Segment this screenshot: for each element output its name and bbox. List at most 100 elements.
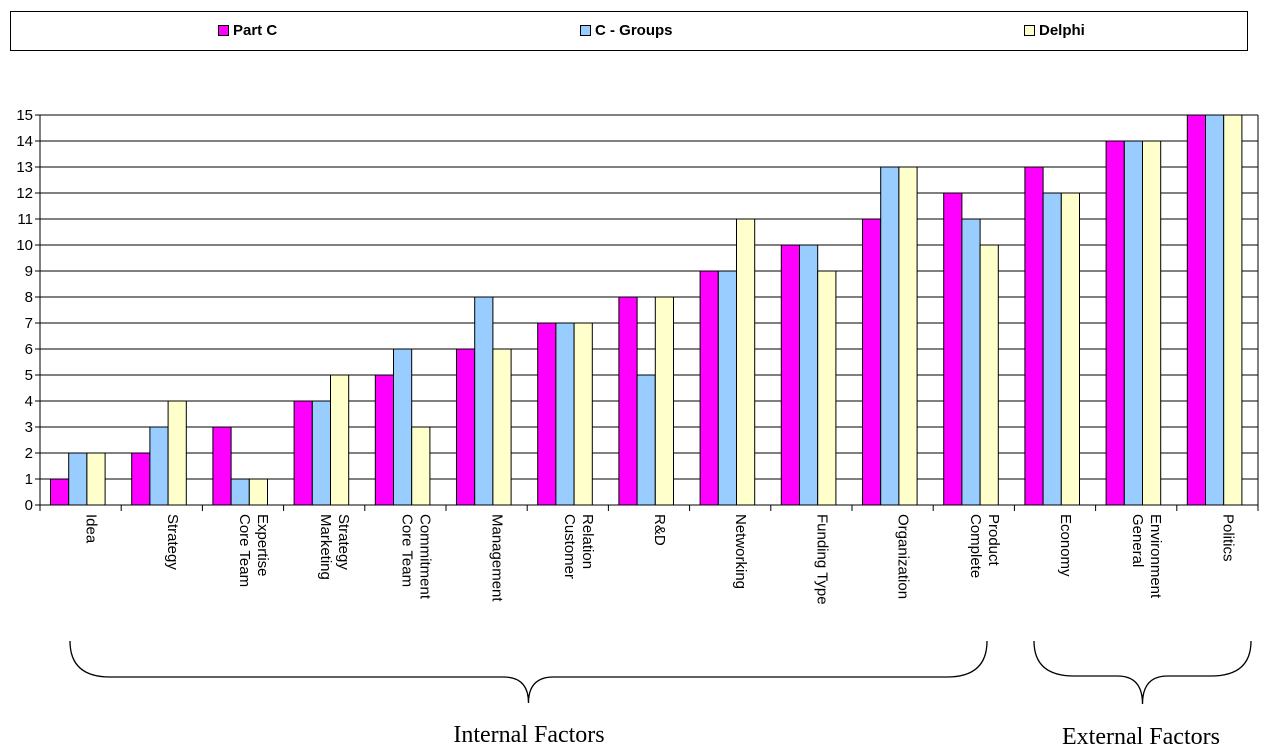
bar <box>817 270 837 506</box>
y-tick-label: 8 <box>25 289 33 306</box>
x-tick-label: Economy <box>1057 514 1074 577</box>
legend-label-c-groups: C - Groups <box>595 22 673 39</box>
bar <box>248 478 269 506</box>
bar <box>212 426 232 506</box>
bar <box>717 270 737 506</box>
x-tick-label: General <box>1129 514 1146 567</box>
legend-swatch-part-c <box>218 25 229 36</box>
y-tick-label: 9 <box>25 263 33 280</box>
x-tick-label: Core Team <box>398 514 415 587</box>
y-tick-label: 4 <box>25 393 33 410</box>
y-tick-label: 14 <box>16 133 33 150</box>
x-tick-label: Strategy <box>164 514 181 570</box>
bar <box>374 374 394 506</box>
group-label-external: External Factors <box>1062 724 1220 749</box>
bar <box>68 452 88 506</box>
x-tick-label: Funding Type <box>813 514 830 605</box>
bar <box>311 400 331 506</box>
bar <box>456 348 476 506</box>
x-axis-ticks: Idea Strategy Core Team Expertise Marketing S… <box>39 505 1259 605</box>
bar <box>979 244 999 506</box>
bar <box>943 192 963 506</box>
x-tick-label: Core Team <box>236 514 253 587</box>
bar <box>1205 114 1225 506</box>
y-tick-label: 7 <box>25 315 33 332</box>
group-brace <box>69 640 988 704</box>
bars <box>50 114 1243 506</box>
y-tick-label: 2 <box>25 445 33 462</box>
bar <box>799 244 819 506</box>
bar <box>474 296 494 506</box>
bar <box>699 270 719 506</box>
y-tick-label: 3 <box>25 419 33 436</box>
x-tick-label: Networking <box>732 514 749 589</box>
legend-label-delphi: Delphi <box>1039 22 1085 39</box>
bar <box>1042 192 1062 506</box>
bar <box>736 218 756 506</box>
y-tick-label: 15 <box>16 107 33 124</box>
axes <box>39 115 1259 506</box>
x-tick-label: Customer <box>561 514 578 579</box>
legend-swatch-c-groups <box>580 25 591 36</box>
y-tick-label: 0 <box>25 497 33 514</box>
bar <box>149 426 169 506</box>
bar <box>293 400 313 506</box>
legend-item-part-c: Part C <box>218 22 277 39</box>
x-tick-label: Strategy <box>335 514 352 570</box>
bar <box>131 452 151 506</box>
bar <box>393 348 413 506</box>
bar <box>1123 140 1144 506</box>
y-tick-label: 5 <box>25 367 33 384</box>
bar <box>230 478 250 506</box>
legend-item-c-groups: C - Groups <box>580 22 673 39</box>
x-tick-label: Expertise <box>254 514 271 577</box>
bar <box>1142 140 1162 506</box>
y-tick-label: 10 <box>16 237 33 254</box>
x-tick-label: R&D <box>651 514 668 546</box>
group-label-internal: Internal Factors <box>453 722 604 748</box>
legend-item-delphi: Delphi <box>1024 22 1085 39</box>
bar <box>411 426 431 506</box>
x-tick-label: Commitment <box>416 514 433 600</box>
bar <box>330 374 350 506</box>
y-tick-label: 12 <box>16 185 33 202</box>
bar <box>492 348 512 506</box>
y-tick-label: 1 <box>25 471 33 488</box>
bar <box>1024 166 1044 506</box>
bar <box>654 296 674 506</box>
bar <box>167 400 187 506</box>
y-tick-label: 6 <box>25 341 33 358</box>
bar <box>537 322 557 506</box>
x-tick-label: Environment <box>1147 514 1164 599</box>
group-braces <box>69 640 1252 705</box>
bar <box>780 244 800 506</box>
bar <box>961 218 981 506</box>
bar <box>1105 140 1125 506</box>
x-tick-label: Idea <box>83 514 100 544</box>
bar <box>898 166 918 506</box>
x-tick-label: Organization <box>895 514 912 599</box>
bar <box>50 478 70 506</box>
x-tick-label: Relation <box>579 514 596 569</box>
bar <box>636 374 656 506</box>
chart-legend: Part C C - Groups Delphi <box>10 11 1248 51</box>
bar <box>573 322 593 506</box>
bar <box>862 218 882 506</box>
bar <box>1186 114 1207 506</box>
x-tick-label: Politics <box>1219 514 1236 562</box>
x-tick-label: Complete <box>967 514 984 578</box>
bar <box>880 166 900 506</box>
y-tick-label: 13 <box>16 159 33 176</box>
y-tick-label: 11 <box>17 211 33 228</box>
bar <box>86 452 106 506</box>
x-tick-label: Product <box>985 514 1002 567</box>
bar <box>555 322 575 506</box>
bar <box>618 296 638 506</box>
x-tick-label: Marketing <box>317 514 334 580</box>
legend-label-part-c: Part C <box>233 22 278 39</box>
group-brace <box>1033 640 1252 705</box>
legend-swatch-delphi <box>1024 25 1035 36</box>
x-tick-label: Management <box>489 514 506 602</box>
